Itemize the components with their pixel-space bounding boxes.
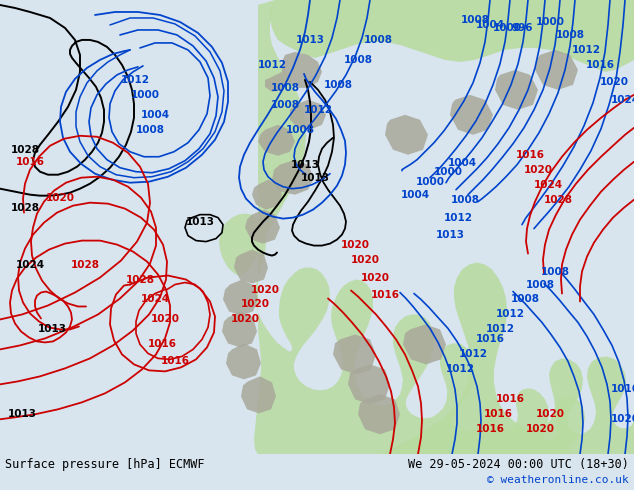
Text: 1016: 1016 <box>476 424 505 434</box>
Text: 1016: 1016 <box>611 384 634 394</box>
Text: 1016: 1016 <box>586 60 614 70</box>
Text: 1020: 1020 <box>600 77 628 87</box>
Polygon shape <box>290 100 326 130</box>
Polygon shape <box>450 95 493 135</box>
Text: 1008: 1008 <box>460 15 489 25</box>
Text: 1028: 1028 <box>126 274 155 285</box>
Text: 1024: 1024 <box>15 260 44 270</box>
Polygon shape <box>348 365 390 404</box>
Text: © weatheronline.co.uk: © weatheronline.co.uk <box>488 475 629 485</box>
Text: 1013: 1013 <box>295 35 325 45</box>
Text: 1016: 1016 <box>160 356 190 367</box>
Text: 1020: 1020 <box>46 193 75 203</box>
Text: 1020: 1020 <box>231 315 259 324</box>
Text: 1008: 1008 <box>344 55 373 65</box>
Text: 1008: 1008 <box>541 267 569 276</box>
Text: 1020: 1020 <box>340 240 370 249</box>
Text: 1008: 1008 <box>526 279 555 290</box>
Text: 1020: 1020 <box>150 315 179 324</box>
Text: 1028: 1028 <box>70 260 100 270</box>
Text: 1013: 1013 <box>290 160 320 170</box>
Text: 1028: 1028 <box>11 203 39 213</box>
Text: 1013: 1013 <box>436 230 465 240</box>
Polygon shape <box>223 279 258 316</box>
Text: 1012: 1012 <box>496 310 524 319</box>
Polygon shape <box>241 376 276 413</box>
Text: 1004: 1004 <box>476 20 505 30</box>
Text: 1008: 1008 <box>510 294 540 304</box>
Polygon shape <box>245 210 280 244</box>
Text: 1012: 1012 <box>486 324 515 335</box>
Text: We 29-05-2024 00:00 UTC (18+30): We 29-05-2024 00:00 UTC (18+30) <box>408 458 629 471</box>
Text: 1020: 1020 <box>526 424 555 434</box>
Text: 1008: 1008 <box>271 100 299 110</box>
Text: 1020: 1020 <box>250 285 280 294</box>
Text: 1008: 1008 <box>555 30 585 40</box>
Polygon shape <box>252 180 282 210</box>
Polygon shape <box>535 50 578 90</box>
Polygon shape <box>282 52 322 88</box>
Text: 1008: 1008 <box>271 83 299 93</box>
Text: 1008: 1008 <box>323 80 353 90</box>
Text: 1013: 1013 <box>186 217 214 226</box>
Polygon shape <box>495 70 538 110</box>
Text: 1008: 1008 <box>451 195 479 205</box>
Text: Surface pressure [hPa] ECMWF: Surface pressure [hPa] ECMWF <box>5 458 205 471</box>
Polygon shape <box>270 0 634 72</box>
Text: 1008: 1008 <box>363 35 392 45</box>
Text: 1028: 1028 <box>543 195 573 205</box>
Text: 1012: 1012 <box>458 349 488 359</box>
Text: 1024: 1024 <box>611 95 634 105</box>
Text: 1000: 1000 <box>536 17 564 27</box>
Text: 1000: 1000 <box>415 177 444 187</box>
Polygon shape <box>380 263 634 454</box>
Text: 1016: 1016 <box>496 394 524 404</box>
Text: 1020: 1020 <box>361 272 389 283</box>
Text: 1000: 1000 <box>493 23 522 33</box>
Text: 1016: 1016 <box>515 150 545 160</box>
Text: 1024: 1024 <box>141 294 169 304</box>
Text: 1012: 1012 <box>120 75 150 85</box>
Text: 1004: 1004 <box>448 158 477 168</box>
Text: 1012: 1012 <box>444 213 472 222</box>
Text: 1013: 1013 <box>37 324 67 335</box>
Text: 1016: 1016 <box>484 409 512 419</box>
Polygon shape <box>234 249 268 284</box>
Text: 1020: 1020 <box>536 409 564 419</box>
Text: 1016: 1016 <box>370 290 399 299</box>
Text: 1008: 1008 <box>285 125 314 135</box>
Text: 1024: 1024 <box>533 180 562 190</box>
Text: 1004: 1004 <box>141 110 169 120</box>
Text: 1020: 1020 <box>524 165 552 175</box>
Text: 1012: 1012 <box>446 365 474 374</box>
Polygon shape <box>219 0 585 454</box>
Text: 1013: 1013 <box>301 172 330 183</box>
Text: 1000: 1000 <box>131 90 160 100</box>
Text: 996: 996 <box>511 23 533 33</box>
Text: 1020: 1020 <box>351 255 380 265</box>
Text: 1028: 1028 <box>11 145 39 155</box>
Text: 1012: 1012 <box>257 60 287 70</box>
Text: 1016: 1016 <box>476 334 505 344</box>
Text: 1020: 1020 <box>240 299 269 310</box>
Polygon shape <box>272 160 314 195</box>
Polygon shape <box>222 312 257 347</box>
Text: 1008: 1008 <box>136 125 164 135</box>
Polygon shape <box>385 115 428 155</box>
Polygon shape <box>265 72 287 92</box>
Polygon shape <box>333 335 376 374</box>
Text: 1000: 1000 <box>434 167 462 177</box>
Text: 1016: 1016 <box>148 340 176 349</box>
Text: 1012: 1012 <box>571 45 600 55</box>
Polygon shape <box>358 394 400 434</box>
Text: 1012: 1012 <box>304 105 332 115</box>
Polygon shape <box>226 343 261 379</box>
Text: 1013: 1013 <box>8 409 37 419</box>
Text: 1020: 1020 <box>611 414 634 424</box>
Text: 1016: 1016 <box>15 157 44 167</box>
Text: 1004: 1004 <box>401 190 430 199</box>
Polygon shape <box>258 125 295 156</box>
Polygon shape <box>403 324 446 365</box>
